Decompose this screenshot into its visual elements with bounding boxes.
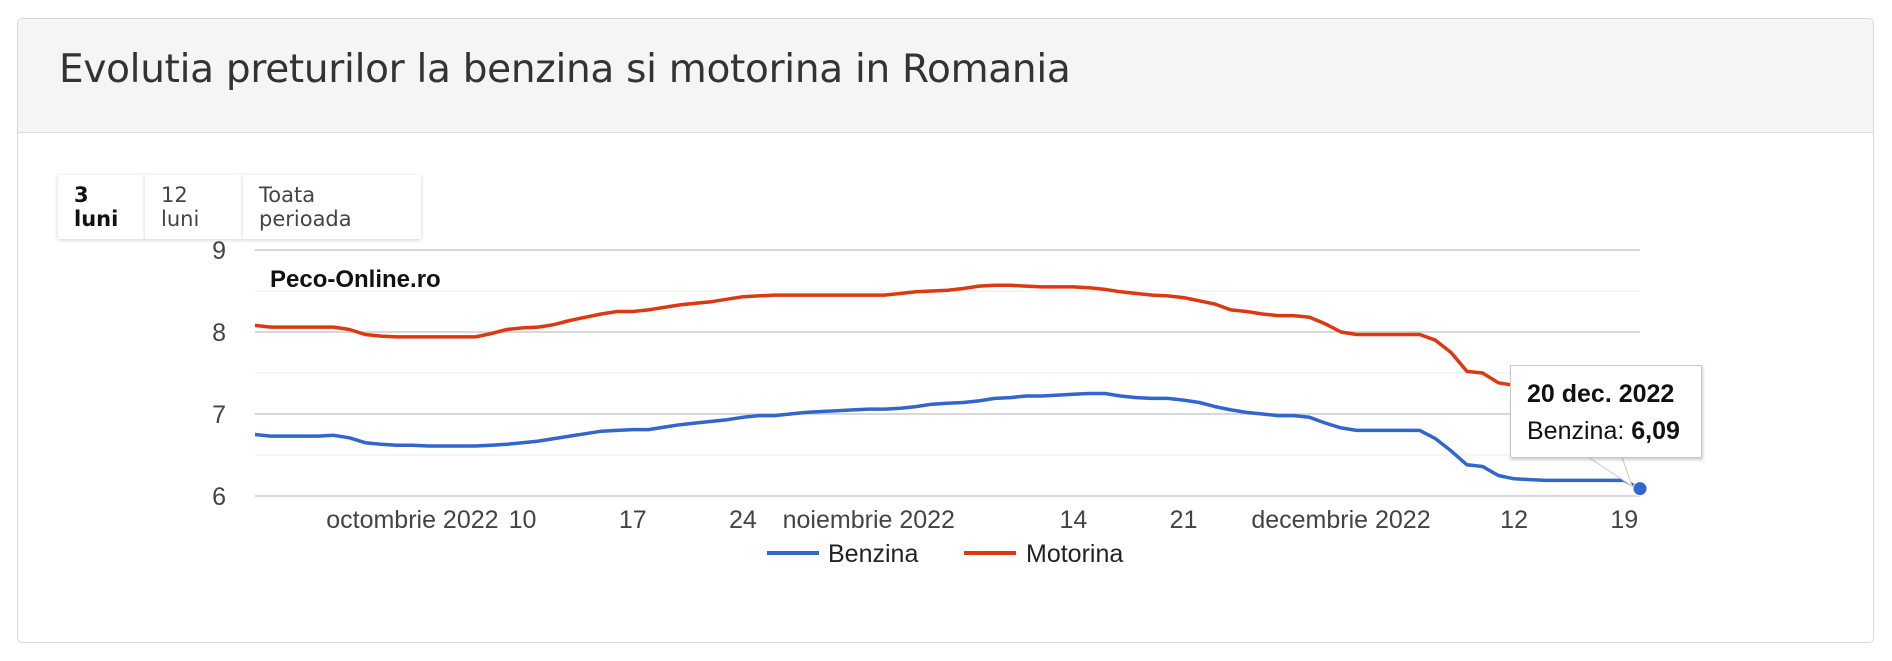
tooltip-date: 20 dec. 2022 [1527, 380, 1675, 408]
series-line-motorina[interactable] [254, 283, 1640, 388]
legend-label-motorina[interactable]: Motorina [1026, 540, 1123, 568]
x-axis-ticks: octombrie 2022 10 17 24 noiembrie 2022 14 21 de… [326, 506, 1638, 534]
series-lines [254, 283, 1641, 491]
chart-panel: Evolutia preturilor la benzina si motori… [17, 18, 1874, 643]
range-tab-3-months[interactable]: 3 luni [58, 175, 145, 239]
range-tab-12-months[interactable]: 12 luni [145, 175, 243, 239]
range-tab-all-time[interactable]: Toata perioada [243, 175, 421, 239]
panel-title: Evolutia preturilor la benzina si motori… [59, 47, 1071, 92]
highlight-point-benzina[interactable] [1632, 481, 1648, 497]
y-tick-label: 8 [212, 319, 226, 347]
x-tick-label: 19 [1610, 506, 1638, 534]
range-tabs: 3 luni 12 luni Toata perioada [58, 175, 421, 239]
x-tick-label: 12 [1500, 506, 1528, 534]
y-axis-ticks: 6 7 8 9 [212, 237, 226, 511]
y-tick-label: 6 [212, 483, 226, 511]
grid [255, 249, 1640, 497]
tooltip-series-label: Benzina: [1527, 417, 1625, 445]
legend: Benzina Motorina [767, 540, 1123, 568]
panel-heading: Evolutia preturilor la benzina si motori… [18, 19, 1873, 133]
chart-watermark: Peco-Online.ro [270, 266, 441, 293]
x-tick-label: 10 [509, 506, 537, 534]
highlight-markers [1632, 481, 1648, 497]
x-tick-label: 21 [1170, 506, 1198, 534]
tooltip-value: 6,09 [1631, 417, 1680, 445]
x-tick-label: decembrie 2022 [1251, 506, 1430, 534]
series-line-benzina[interactable] [254, 391, 1641, 491]
legend-label-benzina[interactable]: Benzina [828, 540, 918, 568]
x-tick-label: 24 [729, 506, 757, 534]
x-tick-label: octombrie 2022 [326, 506, 498, 534]
y-tick-label: 7 [212, 401, 226, 429]
x-tick-label: 17 [619, 506, 647, 534]
x-tick-label: 14 [1060, 506, 1088, 534]
y-tick-label: 9 [212, 237, 226, 265]
chart-tooltip: 20 dec. 2022 Benzina: 6,09 [1510, 365, 1702, 458]
x-tick-label: noiembrie 2022 [783, 506, 955, 534]
tooltip-line: Benzina: 6,09 [1527, 417, 1685, 446]
